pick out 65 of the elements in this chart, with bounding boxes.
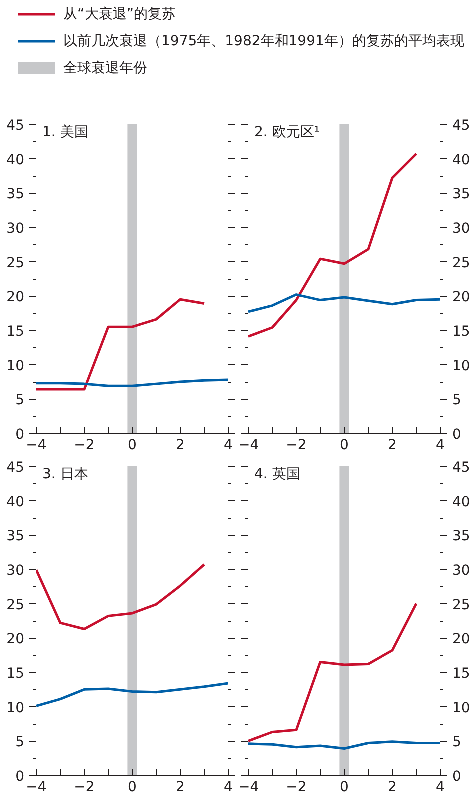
y2-tick-label: 20 xyxy=(452,290,470,306)
x-tick-label: −2 xyxy=(74,438,95,454)
x-tick-label: 0 xyxy=(128,438,137,454)
y-tick-label: 10 xyxy=(6,700,25,716)
y2-tick-label: 5 xyxy=(452,734,462,751)
y-tick-label: 45 xyxy=(6,118,25,134)
x-tick-label: 4 xyxy=(436,438,446,454)
x-tick-label: −2 xyxy=(286,780,307,794)
x-tick-label: −2 xyxy=(286,438,307,454)
chart-title: 4. 英国 xyxy=(254,466,300,482)
legend-label: 全球衰退年份 xyxy=(64,60,148,76)
y-tick-label: 40 xyxy=(6,494,25,510)
y-tick-label: 15 xyxy=(6,666,25,682)
y2-tick-label: 30 xyxy=(452,563,470,579)
y-tick-label: 5 xyxy=(16,734,25,751)
x-tick-label: 0 xyxy=(340,438,349,454)
x-tick-label: −4 xyxy=(26,780,47,794)
y2-tick-label: 15 xyxy=(452,666,470,682)
y2-tick-label: 45 xyxy=(452,460,470,476)
x-tick-label: 0 xyxy=(340,780,349,794)
x-tick-label: −2 xyxy=(74,780,95,794)
x-tick-label: 4 xyxy=(224,438,234,454)
x-tick-label: 0 xyxy=(128,780,137,794)
y-tick-label: 20 xyxy=(6,632,25,648)
y-tick-label: 25 xyxy=(6,597,25,614)
chart-title: 2. 欧元区¹ xyxy=(254,124,320,140)
y-tick-label: 10 xyxy=(6,358,25,374)
x-tick-label: 4 xyxy=(436,780,446,794)
x-tick-label: −4 xyxy=(238,438,260,454)
y-tick-label: 35 xyxy=(6,186,25,203)
x-tick-label: 2 xyxy=(388,780,397,794)
x-tick-label: 4 xyxy=(224,780,234,794)
y2-tick-label: 25 xyxy=(452,255,470,272)
y2-tick-label: 25 xyxy=(452,597,470,614)
y2-tick-label: 10 xyxy=(452,700,470,716)
y2-tick-label: 35 xyxy=(452,186,470,203)
y2-tick-label: 40 xyxy=(452,494,470,510)
y2-tick-label: 20 xyxy=(452,632,470,648)
y2-tick-label: 45 xyxy=(452,118,470,134)
y-tick-label: 0 xyxy=(16,427,25,443)
chart-title: 3. 日本 xyxy=(42,466,88,482)
y-tick-label: 30 xyxy=(6,221,25,237)
y-tick-label: 25 xyxy=(6,255,25,272)
y-tick-label: 5 xyxy=(16,392,25,409)
x-tick-label: 2 xyxy=(176,780,185,794)
chart-title: 1. 美国 xyxy=(42,124,88,140)
y-tick-label: 35 xyxy=(6,528,25,545)
y2-tick-label: 35 xyxy=(452,528,470,545)
legend-label: 从“大衰退”的复苏 xyxy=(64,6,176,22)
y-tick-label: 20 xyxy=(6,290,25,306)
legend-label: 以前几次衰退（1975年、1982年和1991年）的复苏的平均表现 xyxy=(64,34,464,50)
y2-tick-label: 5 xyxy=(452,392,462,409)
y2-tick-label: 15 xyxy=(452,324,470,340)
y2-tick-label: 40 xyxy=(452,152,470,168)
y2-tick-label: 10 xyxy=(452,358,470,374)
y2-tick-label: 30 xyxy=(452,221,470,237)
x-tick-label: −4 xyxy=(26,438,47,454)
x-tick-label: 2 xyxy=(176,438,185,454)
y-tick-label: 30 xyxy=(6,563,25,579)
y2-tick-label: 0 xyxy=(452,427,462,443)
y-tick-label: 40 xyxy=(6,152,25,168)
x-tick-label: −4 xyxy=(238,780,260,794)
y-tick-label: 15 xyxy=(6,324,25,340)
x-tick-label: 2 xyxy=(388,438,397,454)
y-tick-label: 45 xyxy=(6,460,25,476)
